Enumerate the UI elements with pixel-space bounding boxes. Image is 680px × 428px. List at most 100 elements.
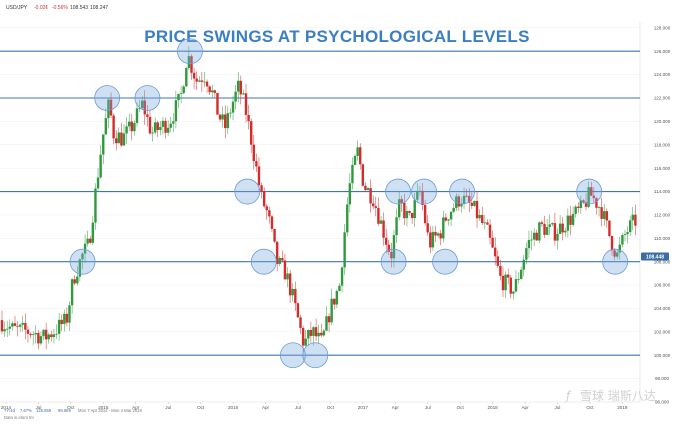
candle-body	[0, 320, 4, 332]
candle-body	[587, 187, 590, 207]
candle-body	[294, 289, 297, 304]
candle-body	[413, 199, 416, 219]
candle-body	[195, 78, 198, 82]
candle-body	[494, 247, 497, 257]
candle-body	[333, 298, 336, 305]
candle-body	[234, 91, 237, 102]
candle-body	[538, 222, 541, 241]
candle-body	[172, 121, 175, 124]
candle-body	[107, 99, 110, 119]
y-tick-label: 126.000	[654, 49, 671, 54]
candle-body	[372, 203, 375, 207]
x-tick-label: Apr	[392, 405, 400, 410]
candle-body	[522, 259, 525, 270]
candle-body	[377, 207, 380, 224]
candle-body	[42, 329, 45, 337]
current-price-badge: 108.448	[641, 252, 669, 261]
candle-body	[397, 199, 401, 218]
candle-body	[335, 290, 339, 305]
candle-body	[73, 279, 76, 284]
candle-body	[309, 329, 313, 336]
candle-body	[216, 92, 219, 115]
candle-body	[457, 196, 461, 207]
candle-body	[86, 238, 89, 244]
x-tick-label: Oct	[586, 405, 594, 410]
candle-body	[224, 114, 227, 129]
candle-body	[307, 329, 310, 339]
candle-body	[561, 223, 564, 233]
candle-body	[423, 205, 427, 224]
y-tick-label: 118.000	[654, 142, 671, 147]
highlight-circle	[234, 178, 261, 205]
chart-header: USD/JPY -0.02¢ -0.56% 108.543 108.247	[6, 5, 108, 11]
range-pct: 7.67%	[20, 408, 32, 413]
candle-body	[26, 329, 30, 334]
candle-body	[44, 329, 48, 340]
watermark-text: 雪球 瑞斯八达	[580, 389, 656, 403]
candle-body	[283, 260, 287, 280]
x-tick-label: Oct	[457, 405, 465, 410]
candle-body	[179, 93, 183, 94]
candle-body	[431, 231, 435, 248]
highlight-circle	[385, 178, 411, 205]
candle-body	[579, 200, 583, 208]
candle-body	[164, 120, 167, 133]
candle-body	[16, 325, 19, 327]
candle-body	[361, 164, 365, 186]
high-val: 125.859	[36, 408, 52, 413]
candle-body	[556, 233, 559, 241]
candle-body	[551, 223, 554, 225]
candle-body	[613, 250, 616, 257]
candle-body	[605, 211, 609, 221]
candle-body	[166, 127, 170, 133]
candle-body	[519, 269, 523, 279]
candle-body	[470, 202, 474, 206]
candle-body	[509, 277, 512, 294]
highlight-circle	[69, 248, 96, 275]
candle-body	[525, 248, 528, 260]
highlight-circle	[134, 85, 161, 111]
candle-body	[592, 195, 596, 199]
candle-body	[156, 122, 159, 131]
candle-body	[91, 222, 95, 243]
x-tick-label: Jul	[555, 405, 561, 410]
x-tick-label: Oct	[327, 405, 335, 410]
candle-body	[597, 207, 601, 208]
quote2-label: 108.247	[90, 5, 108, 11]
candle-body	[133, 122, 136, 132]
candle-body	[473, 200, 476, 206]
highlight-circle	[94, 85, 121, 111]
candle-body	[320, 332, 323, 336]
candle-body	[603, 211, 606, 219]
candle-body	[449, 211, 453, 220]
candle-body	[21, 322, 24, 325]
candle-body	[265, 206, 268, 211]
candle-body	[200, 80, 204, 82]
candle-body	[621, 235, 624, 245]
candle-body	[491, 237, 494, 248]
candle-body	[584, 202, 588, 207]
candle-body	[384, 237, 388, 245]
watermark-logo-icon: ƒ	[564, 389, 572, 403]
candle-body	[161, 120, 165, 127]
y-tick-label: 106.000	[654, 283, 671, 288]
candle-body	[47, 334, 50, 340]
footer-stats: 7Y/4d 7.67% 125.859 99.889 Mon 7 Apr 201…	[4, 408, 142, 420]
candle-body	[359, 147, 362, 165]
candle-body	[366, 188, 370, 191]
candle-body	[545, 226, 549, 235]
highlight-circle	[280, 342, 306, 369]
x-axis: 2014 Jul Oct 2015 Apr Jul Oct 2016 Apr Jul Oct 2017…	[1, 402, 628, 410]
candle-body	[582, 200, 585, 203]
candle-body	[558, 223, 562, 234]
candle-body	[60, 319, 63, 325]
change-label: -0.02¢	[34, 5, 48, 11]
candle-body	[260, 185, 263, 192]
candle-body	[421, 190, 424, 206]
candle-body	[122, 133, 126, 146]
range-label: 7Y/4d	[4, 408, 16, 413]
candle-body	[382, 220, 385, 238]
candle-body	[543, 223, 546, 235]
candle-body	[628, 220, 632, 233]
candle-body	[140, 100, 144, 108]
